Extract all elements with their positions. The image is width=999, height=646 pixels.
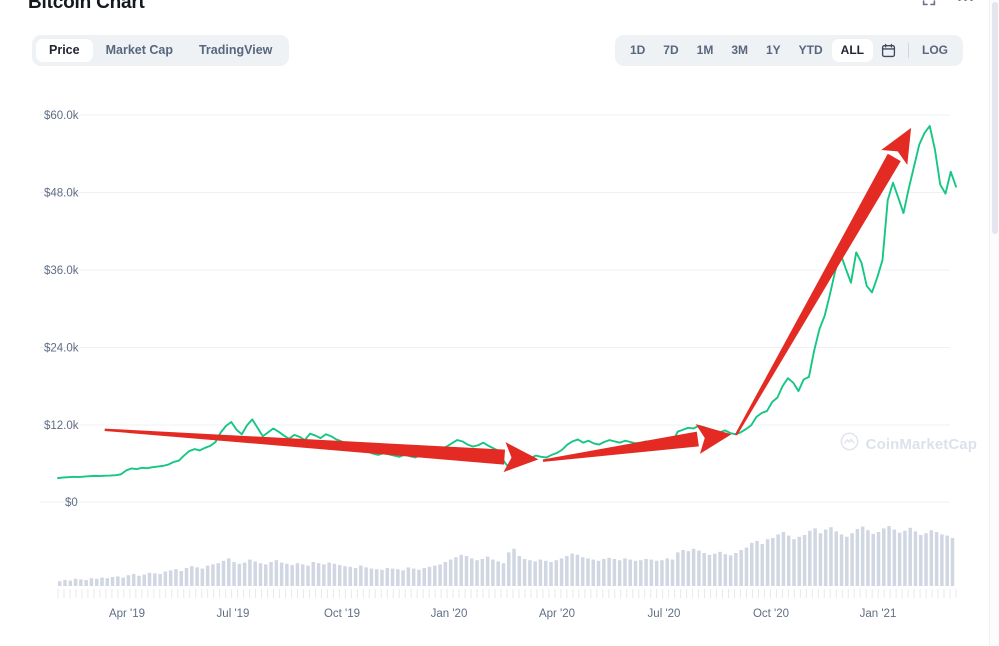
y-tick-24k: $24.0k <box>44 343 79 355</box>
x-tick-oct20: Oct '20 <box>753 608 789 620</box>
tab-market-cap[interactable]: Market Cap <box>105 43 173 57</box>
chart-area[interactable]: $60.0k $48.0k $36.0k $24.0k $12.0k $0 Ap… <box>0 86 999 646</box>
range-1d[interactable]: 1D <box>629 43 646 57</box>
expand-fullscreen-icon[interactable] <box>922 0 936 6</box>
panel-edge <box>989 0 990 646</box>
x-tick-apr19: Apr '19 <box>109 608 145 620</box>
downtrend-arrow-shaft <box>104 428 506 465</box>
y-tick-12k: $12.0k <box>44 420 79 432</box>
x-tick-jul19: Jul '19 <box>217 608 250 620</box>
x-tick-jan20: Jan '20 <box>431 608 468 620</box>
calendar-icon[interactable] <box>873 39 904 62</box>
scrollbar-thumb[interactable] <box>992 2 998 234</box>
range-divider <box>908 43 909 58</box>
gridlines <box>40 114 950 503</box>
y-tick-60k: $60.0k <box>44 110 79 122</box>
bull-run-arrow-shaft <box>734 153 901 436</box>
range-all[interactable]: ALL <box>831 39 873 62</box>
y-tick-48k: $48.0k <box>44 188 79 200</box>
range-7d[interactable]: 7D <box>663 43 679 57</box>
y-axis-labels: $60.0k $48.0k $36.0k $24.0k $12.0k $0 <box>44 110 79 509</box>
y-tick-0: $0 <box>65 497 78 509</box>
range-1m[interactable]: 1M <box>696 43 714 57</box>
range-1y[interactable]: 1Y <box>765 43 781 57</box>
annotation-arrows <box>104 127 912 473</box>
log-scale-toggle[interactable]: LOG <box>922 43 948 57</box>
time-range-selector: 1D 7D 1M 3M 1Y YTD ALL LOG <box>614 35 963 66</box>
range-3m[interactable]: 3M <box>731 43 748 57</box>
x-axis-labels: Apr '19 Jul '19 Oct '19 Jan '20 Apr '20 … <box>109 608 896 620</box>
price-line <box>57 125 957 480</box>
x-tick-jul20: Jul '20 <box>648 608 681 620</box>
scrollbar-track[interactable] <box>990 0 999 646</box>
tab-price[interactable]: Price <box>36 39 93 62</box>
panel-corner-actions <box>922 0 973 6</box>
bull-run-arrow-head <box>881 127 912 165</box>
y-tick-36k: $36.0k <box>44 265 79 277</box>
recovery-arrow-head <box>695 424 732 454</box>
more-options-icon[interactable] <box>958 0 973 1</box>
range-ytd[interactable]: YTD <box>798 43 823 57</box>
chart-type-tabs: Price Market Cap TradingView <box>32 35 290 66</box>
downtrend-arrow-head <box>503 442 539 473</box>
price-volume-chart[interactable]: $60.0k $48.0k $36.0k $24.0k $12.0k $0 Ap… <box>0 86 999 646</box>
recovery-arrow-shaft <box>542 431 699 462</box>
page-title: Bitcoin Chart <box>28 0 145 13</box>
x-tick-oct19: Oct '19 <box>324 608 360 620</box>
x-axis-ticks <box>57 589 957 598</box>
x-tick-apr20: Apr '20 <box>539 608 575 620</box>
volume-bars <box>58 526 955 586</box>
tab-tradingview[interactable]: TradingView <box>198 43 273 57</box>
x-tick-jan21: Jan '21 <box>860 608 897 620</box>
